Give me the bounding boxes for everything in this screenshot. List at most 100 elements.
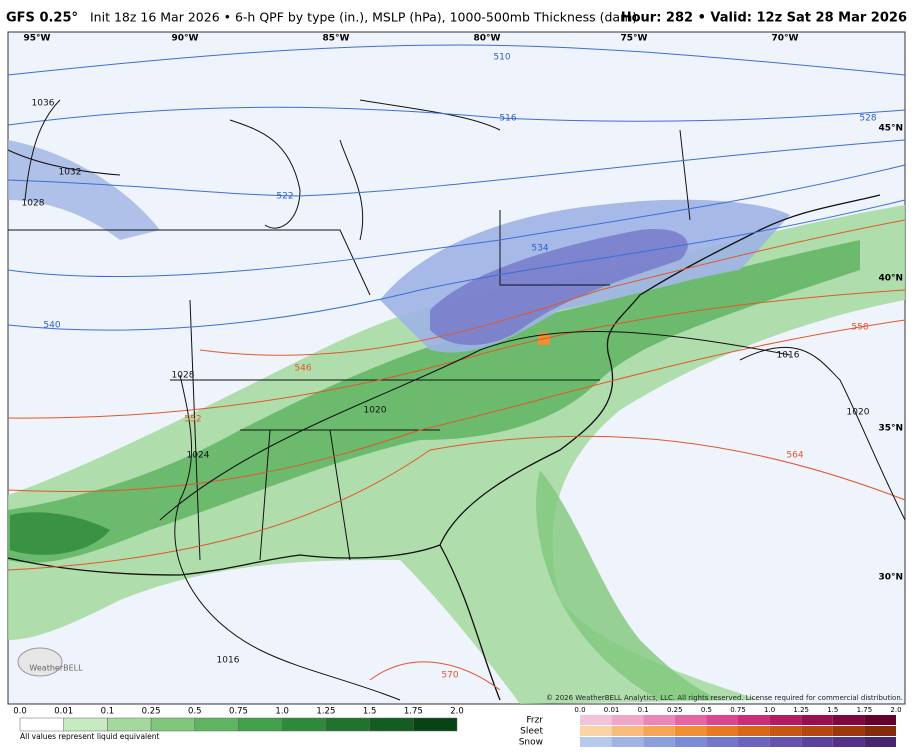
- precip-type-swatch: [643, 737, 675, 747]
- thickness-label: 558: [851, 323, 868, 333]
- latitude-label: 40°N: [878, 274, 903, 284]
- latitude-label: 45°N: [878, 124, 903, 134]
- thickness-contour: [7, 44, 906, 76]
- rain-swatch: [150, 717, 196, 732]
- thickness-label: 540: [43, 321, 60, 331]
- precip-type-swatch: [706, 726, 738, 736]
- precip-type-swatch: [769, 726, 802, 736]
- rain-tick-label: 1.5: [363, 707, 377, 717]
- mixed-tick-label: 1.25: [793, 706, 809, 714]
- thickness-contour: [7, 319, 906, 493]
- copyright: © 2026 WeatherBELL Analytics, LLC. All r…: [546, 694, 903, 702]
- precip-type-swatch: [674, 715, 707, 725]
- precip-type-swatch: [706, 737, 738, 747]
- rain-tick-label: 1.25: [316, 707, 335, 717]
- mixed-tick-label: 0.75: [730, 706, 746, 714]
- map-area: WeatherBELL © 2026 WeatherBELL Analytics…: [7, 31, 906, 705]
- thickness-contour: [199, 219, 906, 356]
- precip-type-swatch: [580, 715, 612, 725]
- rain-tick-label: 2.0: [450, 707, 464, 717]
- precip-type-label: Frzr: [526, 716, 543, 726]
- rain-swatch: [238, 717, 283, 732]
- thickness-contour: [7, 199, 906, 331]
- rain-swatch: [194, 717, 239, 732]
- pressure-label: 1028: [22, 199, 45, 209]
- mixed-tick-label: 0.01: [604, 706, 620, 714]
- latitude-label: 30°N: [878, 573, 903, 583]
- precip-type-swatch: [611, 726, 644, 736]
- precip-type-swatch: [832, 737, 865, 747]
- thickness-label: 570: [441, 671, 458, 681]
- rain-tick-label: 0.01: [54, 707, 73, 717]
- rain-tick-label: 1.0: [275, 707, 289, 717]
- thickness-contour: [7, 139, 906, 197]
- precip-type-label: Sleet: [520, 727, 543, 737]
- precip-type-swatch: [706, 715, 738, 725]
- thickness-contour: [7, 164, 906, 278]
- thickness-contour: [369, 661, 501, 691]
- rain-tick-label: 0.1: [101, 707, 115, 717]
- precip-type-swatch: [738, 737, 770, 747]
- model-name: GFS 0.25°: [6, 11, 78, 26]
- precip-type-swatch: [801, 715, 833, 725]
- precip-type-swatch: [643, 715, 675, 725]
- rain-swatch: [107, 717, 152, 732]
- mixed-tick-label: 1.5: [827, 706, 838, 714]
- thickness-label: 522: [276, 192, 293, 202]
- mixed-tick-label: 2.0: [890, 706, 901, 714]
- precip-type-swatch: [674, 726, 707, 736]
- rain-swatch: [281, 717, 327, 732]
- longitude-label: 85°W: [323, 34, 350, 44]
- rain-swatch: [63, 717, 108, 732]
- precip-type-swatch: [738, 726, 770, 736]
- rain-tick-label: 0.25: [142, 707, 161, 717]
- rain-band: [536, 470, 720, 700]
- precip-type-swatch: [864, 715, 896, 725]
- rain-swatch: [369, 717, 414, 732]
- rain-tick-label: 0.0: [13, 707, 27, 717]
- longitude-label: 90°W: [172, 34, 199, 44]
- longitude-label: 75°W: [621, 34, 648, 44]
- precip-type-swatch: [864, 726, 896, 736]
- pressure-label: 1036: [32, 99, 55, 109]
- precip-type-swatch: [801, 737, 833, 747]
- precip-type-swatch: [832, 726, 865, 736]
- thickness-label: 546: [294, 364, 311, 374]
- precip-type-label: Snow: [519, 738, 543, 748]
- rain-tick-label: 0.75: [229, 707, 248, 717]
- thickness-contour: [7, 106, 906, 126]
- longitude-label: 80°W: [474, 34, 501, 44]
- mixed-tick-label: 1.0: [764, 706, 775, 714]
- pressure-label: 1020: [847, 408, 870, 418]
- legend: 0.0 0.01 0.1 0.25 0.5 0.75 1.0 1.25 1.5 1.75 2.0 Al…: [13, 706, 901, 748]
- precip-type-swatch: [611, 737, 644, 747]
- rain-tick-label: 1.75: [404, 707, 423, 717]
- thickness-label: 510: [493, 53, 510, 63]
- longitude-label: 95°W: [24, 34, 51, 44]
- thickness-contour: [7, 435, 906, 571]
- thickness-label: 552: [184, 415, 201, 425]
- rain-swatch: [325, 717, 370, 732]
- precip-type-swatch: [580, 737, 612, 747]
- rain-swatch: [413, 717, 458, 732]
- thickness-label: 564: [786, 451, 803, 461]
- pressure-label: 1028: [172, 371, 195, 381]
- precip-type-swatch: [832, 715, 865, 725]
- valid-time: Hour: 282 • Valid: 12z Sat 28 Mar 2026: [621, 11, 907, 26]
- thickness-label: 516: [499, 114, 516, 124]
- rain-core: [10, 512, 110, 555]
- latitude-label: 35°N: [878, 424, 903, 434]
- pressure-label: 1032: [59, 168, 82, 178]
- mixed-tick-label: 1.75: [857, 706, 873, 714]
- map-description: Init 18z 16 Mar 2026 • 6-h QPF by type (…: [90, 10, 637, 25]
- precip-type-swatch: [769, 715, 802, 725]
- snow-heavy: [430, 229, 688, 345]
- logo-badge: [17, 647, 63, 677]
- precip-type-swatch: [801, 726, 833, 736]
- rain-swatch: [19, 717, 64, 732]
- mixed-tick-label: 0.5: [701, 706, 712, 714]
- longitude-label: 70°W: [772, 34, 799, 44]
- pressure-label: 1016: [777, 351, 800, 361]
